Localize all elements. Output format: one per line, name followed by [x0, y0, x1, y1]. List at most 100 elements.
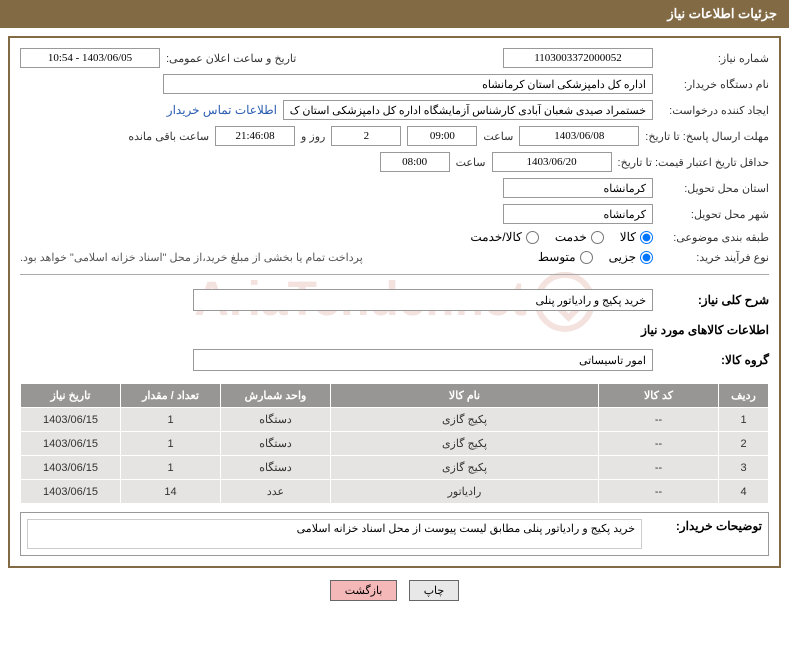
row-goods-group: گروه کالا:: [20, 345, 769, 375]
th-qty: تعداد / مقدار: [121, 384, 221, 408]
need-number-input[interactable]: [503, 48, 653, 68]
need-number-label: شماره نیاز:: [659, 52, 769, 65]
radio-small[interactable]: جزیی: [609, 250, 653, 264]
th-code: کد کالا: [599, 384, 719, 408]
general-desc-input[interactable]: [193, 289, 653, 311]
requester-input[interactable]: [283, 100, 653, 120]
table-cell: --: [599, 456, 719, 480]
time-label-1: ساعت: [483, 130, 513, 143]
table-cell: 1: [121, 432, 221, 456]
row-need-number: شماره نیاز: تاریخ و ساعت اعلان عمومی:: [20, 48, 769, 68]
process-label: نوع فرآیند خرید:: [659, 251, 769, 264]
row-deadline: مهلت ارسال پاسخ: تا تاریخ: ساعت روز و سا…: [20, 126, 769, 146]
table-row: 1--پکیج گازیدستگاه11403/06/15: [21, 408, 769, 432]
time-remaining-input[interactable]: [215, 126, 295, 146]
th-name: نام کالا: [331, 384, 599, 408]
table-cell: پکیج گازی: [331, 432, 599, 456]
days-remaining-input[interactable]: [331, 126, 401, 146]
row-process: نوع فرآیند خرید: جزیی متوسط پرداخت تمام …: [20, 250, 769, 264]
table-cell: 1403/06/15: [21, 432, 121, 456]
th-date: تاریخ نیاز: [21, 384, 121, 408]
radio-goods[interactable]: کالا: [620, 230, 653, 244]
time-label-2: ساعت: [456, 156, 486, 169]
goods-group-label: گروه کالا:: [659, 353, 769, 367]
table-cell: پکیج گازی: [331, 456, 599, 480]
deadline-label: مهلت ارسال پاسخ: تا تاریخ:: [645, 130, 769, 143]
table-row: 2--پکیج گازیدستگاه11403/06/15: [21, 432, 769, 456]
radio-both-input[interactable]: [526, 231, 539, 244]
table-cell: 4: [719, 480, 769, 504]
divider-1: [20, 274, 769, 275]
items-table: ردیف کد کالا نام کالا واحد شمارش تعداد /…: [20, 383, 769, 504]
province-label: استان محل تحویل:: [659, 182, 769, 195]
print-button[interactable]: چاپ: [409, 580, 460, 601]
row-buyer-org: نام دستگاه خریدار:: [20, 74, 769, 94]
validity-date-input[interactable]: [492, 152, 612, 172]
general-desc-label: شرح کلی نیاز:: [659, 293, 769, 307]
table-cell: 1: [121, 408, 221, 432]
category-label: طبقه بندی موضوعی:: [659, 231, 769, 244]
announce-date-label: تاریخ و ساعت اعلان عمومی:: [166, 52, 296, 65]
radio-small-label: جزیی: [609, 250, 636, 264]
radio-service[interactable]: خدمت: [555, 230, 604, 244]
payment-note: پرداخت تمام یا بخشی از مبلغ خرید،از محل …: [20, 251, 363, 264]
announce-date-input[interactable]: [20, 48, 160, 68]
table-cell: 3: [719, 456, 769, 480]
header-title: جزئیات اطلاعات نیاز: [667, 6, 777, 21]
radio-small-input[interactable]: [640, 251, 653, 264]
th-unit: واحد شمارش: [221, 384, 331, 408]
table-cell: دستگاه: [221, 408, 331, 432]
buyer-org-input[interactable]: [163, 74, 653, 94]
table-cell: رادیاتور: [331, 480, 599, 504]
row-province: استان محل تحویل:: [20, 178, 769, 198]
row-category: طبقه بندی موضوعی: کالا خدمت کالا/خدمت: [20, 230, 769, 244]
category-radio-group: کالا خدمت کالا/خدمت: [470, 230, 653, 244]
back-button[interactable]: بازگشت: [330, 580, 398, 601]
radio-medium-label: متوسط: [538, 250, 576, 264]
radio-goods-input[interactable]: [640, 231, 653, 244]
items-section-title: اطلاعات کالاهای مورد نیاز: [20, 323, 769, 337]
radio-medium-input[interactable]: [580, 251, 593, 264]
table-cell: 2: [719, 432, 769, 456]
radio-both[interactable]: کالا/خدمت: [470, 230, 538, 244]
table-cell: 1: [719, 408, 769, 432]
radio-goods-label: کالا: [620, 230, 636, 244]
table-cell: 1403/06/15: [21, 408, 121, 432]
contact-link[interactable]: اطلاعات تماس خریدار: [167, 103, 277, 117]
table-cell: دستگاه: [221, 456, 331, 480]
buyer-org-label: نام دستگاه خریدار:: [659, 78, 769, 91]
table-cell: پکیج گازی: [331, 408, 599, 432]
main-container: AriaTender.net شماره نیاز: تاریخ و ساعت …: [8, 36, 781, 568]
radio-both-label: کالا/خدمت: [470, 230, 521, 244]
table-cell: --: [599, 408, 719, 432]
table-cell: 1: [121, 456, 221, 480]
city-input[interactable]: [503, 204, 653, 224]
buyer-notes-content: خرید پکیج و رادیاتور پنلی مطابق لیست پیو…: [27, 519, 642, 549]
table-cell: 1403/06/15: [21, 480, 121, 504]
row-city: شهر محل تحویل:: [20, 204, 769, 224]
days-label: روز و: [301, 130, 325, 143]
row-general-desc: شرح کلی نیاز:: [20, 285, 769, 315]
table-header-row: ردیف کد کالا نام کالا واحد شمارش تعداد /…: [21, 384, 769, 408]
radio-service-label: خدمت: [555, 230, 587, 244]
button-bar: چاپ بازگشت: [0, 580, 789, 601]
deadline-date-input[interactable]: [519, 126, 639, 146]
table-cell: 1403/06/15: [21, 456, 121, 480]
remaining-label: ساعت باقی مانده: [128, 130, 209, 143]
row-validity: حداقل تاریخ اعتبار قیمت: تا تاریخ: ساعت: [20, 152, 769, 172]
validity-time-input[interactable]: [380, 152, 450, 172]
buyer-notes-box: توضیحات خریدار: خرید پکیج و رادیاتور پنل…: [20, 512, 769, 556]
row-requester: ایجاد کننده درخواست: اطلاعات تماس خریدار: [20, 100, 769, 120]
table-cell: دستگاه: [221, 432, 331, 456]
table-cell: --: [599, 432, 719, 456]
table-cell: 14: [121, 480, 221, 504]
table-cell: عدد: [221, 480, 331, 504]
process-radio-group: جزیی متوسط: [538, 250, 653, 264]
radio-service-input[interactable]: [591, 231, 604, 244]
goods-group-input[interactable]: [193, 349, 653, 371]
deadline-time-input[interactable]: [407, 126, 477, 146]
radio-medium[interactable]: متوسط: [538, 250, 593, 264]
table-cell: --: [599, 480, 719, 504]
table-row: 4--رادیاتورعدد141403/06/15: [21, 480, 769, 504]
province-input[interactable]: [503, 178, 653, 198]
